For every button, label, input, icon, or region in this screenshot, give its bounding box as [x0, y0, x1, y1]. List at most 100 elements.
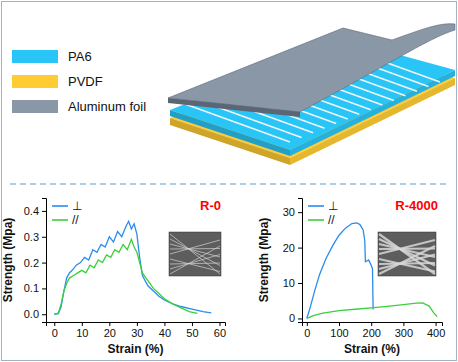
- layer-swatch: [12, 75, 58, 88]
- y-tick: 0.0: [24, 308, 46, 320]
- x-tick: 60: [214, 322, 226, 339]
- series-line: [307, 223, 373, 319]
- aluminum-edge: [168, 98, 300, 117]
- x-tick: 30: [131, 322, 143, 339]
- sem-fiber: [379, 246, 435, 274]
- sem-inset: [378, 232, 436, 276]
- y-tick: 0: [289, 312, 302, 324]
- x-tick-label: 10: [76, 327, 88, 339]
- series-line: [54, 239, 197, 314]
- x-tick: 300: [395, 322, 413, 339]
- y-axis-line: [42, 199, 47, 323]
- layer-swatch: [12, 100, 58, 113]
- y-tick: 10: [283, 277, 302, 289]
- x-tick-label: 300: [395, 327, 413, 339]
- sem-fiber: [379, 234, 435, 274]
- sem-fiber: [379, 240, 435, 254]
- y-tick-label: 10: [283, 277, 295, 289]
- y-tick-mark: [42, 288, 46, 289]
- sem-fiber: [170, 240, 220, 254]
- x-tick-label: 30: [131, 327, 143, 339]
- x-tick: 40: [159, 322, 171, 339]
- y-tick: 20: [283, 242, 302, 254]
- x-tick-mark: [339, 322, 340, 326]
- x-tick-label: 60: [214, 327, 226, 339]
- x-tick: 10: [76, 322, 88, 339]
- legend-label: ⊥: [328, 199, 338, 213]
- legend: ⊥//: [308, 199, 338, 227]
- x-tick-label: 200: [363, 327, 381, 339]
- layer-illustration: [168, 24, 455, 165]
- y-tick-label: 0.0: [24, 308, 39, 320]
- y-tick-mark: [42, 314, 46, 315]
- y-tick-mark: [42, 211, 46, 212]
- y-tick: 0.2: [24, 257, 46, 269]
- sem-inset: [169, 232, 221, 276]
- y-tick-mark: [42, 263, 46, 264]
- pa6-edge: [170, 110, 290, 156]
- x-axis-title: Strain (%): [344, 342, 400, 356]
- frame: [2, 2, 457, 361]
- x-tick-label: 400: [427, 327, 445, 339]
- y-axis: 0 10 20 30: [283, 199, 303, 325]
- layer-label: PA6: [68, 49, 92, 64]
- y-tick: 0.1: [24, 282, 46, 294]
- sem-fiber: [170, 234, 220, 274]
- x-tick-label: 40: [159, 327, 171, 339]
- legend-swatch: [52, 219, 68, 221]
- x-tick-mark: [436, 322, 437, 326]
- chart: 0 100 200 300 400 0 10 20 30 Strain (%) Strength (…: [257, 198, 445, 356]
- legend: ⊥//: [52, 199, 82, 227]
- x-tick-mark: [164, 322, 165, 326]
- y-tick: 30: [283, 206, 302, 218]
- x-tick-label: 100: [330, 327, 348, 339]
- x-tick-mark: [192, 322, 193, 326]
- figure: PA6PVDFAluminum foil01020304050600.00.10…: [0, 0, 458, 362]
- y-tick-label: 0: [289, 312, 295, 324]
- x-tick-label: 0: [52, 327, 58, 339]
- x-tick: 200: [363, 322, 381, 339]
- sem-fiber: [170, 263, 220, 264]
- y-axis-title: Strength (Mpa): [257, 218, 271, 303]
- x-tick: 400: [427, 322, 445, 339]
- series-line: [54, 221, 211, 314]
- y-axis: 0.0 0.1 0.2 0.3 0.4: [24, 199, 47, 323]
- y-tick-mark: [298, 318, 302, 319]
- sem-image: [378, 232, 436, 276]
- x-tick-mark: [82, 322, 83, 326]
- aluminum-layer: [168, 24, 455, 112]
- x-axis: 0 10 20 30 40 50 60: [47, 322, 227, 339]
- x-tick: 0: [52, 322, 58, 339]
- chart-title: R-0: [200, 198, 221, 213]
- sem-fiber: [170, 255, 220, 270]
- legend-swatch: [308, 205, 324, 207]
- plot-area: [307, 223, 437, 319]
- y-tick-mark: [42, 237, 46, 238]
- legend-label: //: [328, 213, 335, 227]
- y-tick-mark: [298, 283, 302, 284]
- x-tick-label: 50: [186, 327, 198, 339]
- sem-fiber: [170, 248, 220, 250]
- x-axis-line: [47, 323, 226, 327]
- x-tick-mark: [137, 322, 138, 326]
- layer-label: PVDF: [68, 74, 103, 89]
- sem-image: [169, 232, 221, 276]
- y-tick-label: 0.2: [24, 257, 39, 269]
- sem-fiber: [170, 246, 220, 274]
- y-tick-label: 0.4: [24, 205, 39, 217]
- x-tick-mark: [54, 322, 55, 326]
- x-tick: 0: [304, 322, 310, 339]
- y-tick-label: 20: [283, 242, 295, 254]
- x-tick-mark: [403, 322, 404, 326]
- legend-swatch: [52, 205, 68, 207]
- y-tick: 0.3: [24, 231, 46, 243]
- y-axis-line: [298, 199, 303, 323]
- layer-swatch: [12, 50, 58, 63]
- y-tick: 0.4: [24, 205, 46, 217]
- sem-fiber: [379, 263, 435, 264]
- x-tick-label: 20: [104, 327, 116, 339]
- x-axis: 0 100 200 300 400: [303, 322, 446, 339]
- x-axis-line: [303, 323, 443, 327]
- separator: [10, 183, 448, 184]
- y-tick-label: 0.1: [24, 282, 39, 294]
